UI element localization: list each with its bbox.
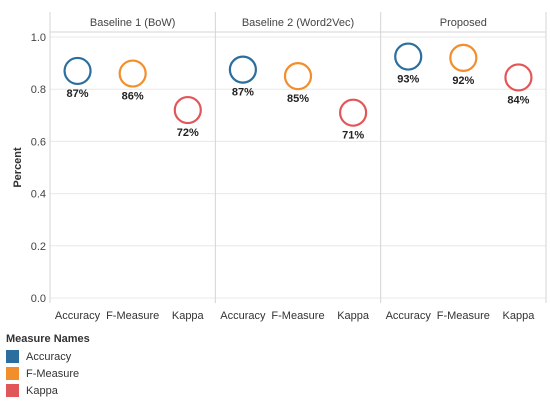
category-label-2-1: F-Measure xyxy=(437,310,490,322)
y-tick-label-2: 0.4 xyxy=(31,189,46,201)
category-label-0-0: Accuracy xyxy=(55,310,101,322)
point-kappa-2 xyxy=(504,63,533,92)
legend-label-accuracy: Accuracy xyxy=(26,350,72,363)
legend: Measure Names Accuracy F-Measure Kappa xyxy=(6,333,206,399)
panel-header-0: Baseline 1 (BoW) xyxy=(90,17,176,29)
category-label-0-1: F-Measure xyxy=(106,310,159,322)
point-accuracy-0 xyxy=(63,56,92,86)
panel-header-1: Baseline 2 (Word2Vec) xyxy=(242,17,354,29)
category-label-0-2: Kappa xyxy=(172,310,205,322)
y-axis-label: Percent xyxy=(12,147,24,188)
data-label-accuracy-2: 93% xyxy=(397,74,419,86)
legend-label-f-measure: F-Measure xyxy=(26,367,80,380)
point-accuracy-2 xyxy=(394,42,423,71)
point-f-measure-1 xyxy=(283,62,313,91)
category-label-1-1: F-Measure xyxy=(271,310,324,322)
y-tick-label-0: 0.0 xyxy=(31,293,46,305)
category-label-1-2: Kappa xyxy=(337,310,370,322)
point-f-measure-0 xyxy=(118,59,147,88)
legend-item-kappa[interactable]: Kappa xyxy=(6,382,206,399)
category-label-1-0: Accuracy xyxy=(220,310,266,322)
data-label-f-measure-0: 86% xyxy=(122,91,144,103)
point-accuracy-1 xyxy=(228,55,257,84)
y-tick-label-4: 0.8 xyxy=(31,84,46,96)
y-tick-label-5: 1.0 xyxy=(31,32,46,44)
category-label-2-2: Kappa xyxy=(503,310,536,322)
data-label-f-measure-1: 85% xyxy=(287,93,309,105)
point-kappa-0 xyxy=(173,95,202,125)
panel-header-2: Proposed xyxy=(440,17,487,29)
data-label-kappa-1: 71% xyxy=(342,130,364,142)
legend-swatch-accuracy xyxy=(6,350,19,363)
y-tick-label-3: 0.6 xyxy=(31,136,46,148)
legend-item-accuracy[interactable]: Accuracy xyxy=(6,348,206,365)
category-label-2-0: Accuracy xyxy=(386,310,432,322)
legend-swatch-f-measure xyxy=(6,367,19,380)
data-label-accuracy-0: 87% xyxy=(67,88,89,100)
legend-title: Measure Names xyxy=(6,333,90,345)
legend-item-f-measure[interactable]: F-Measure xyxy=(6,365,206,382)
point-f-measure-2 xyxy=(449,43,478,72)
y-tick-label-1: 0.2 xyxy=(31,241,46,253)
point-kappa-1 xyxy=(339,98,368,127)
data-label-accuracy-1: 87% xyxy=(232,87,254,99)
legend-label-kappa: Kappa xyxy=(26,384,58,397)
data-label-kappa-2: 84% xyxy=(507,94,529,106)
data-label-kappa-0: 72% xyxy=(177,127,199,139)
legend-swatch-kappa xyxy=(6,384,19,397)
data-label-f-measure-2: 92% xyxy=(452,75,474,87)
measure-chart: 0.0 0.2 0.4 0.6 0.8 1.0 Baseline 1 (BoW) Baseli… xyxy=(12,12,547,322)
